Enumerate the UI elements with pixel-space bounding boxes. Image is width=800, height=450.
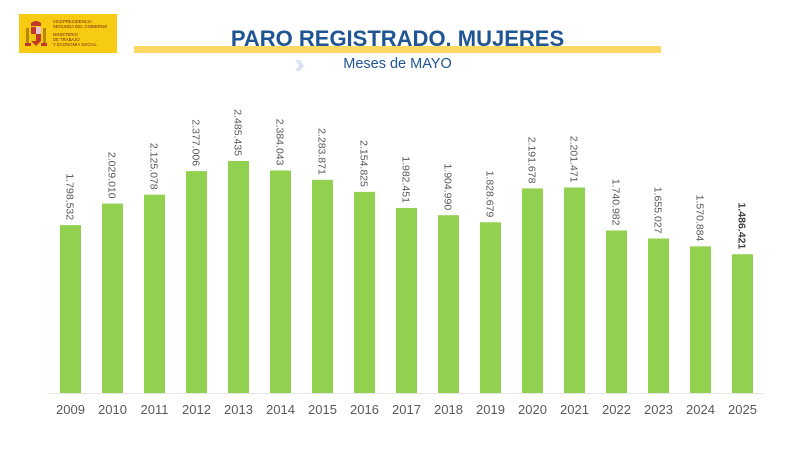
data-label-2020: 2.191.678 xyxy=(526,137,538,184)
bar-2021 xyxy=(564,187,585,393)
data-label-2012: 2.377.006 xyxy=(190,119,202,166)
bar-2013 xyxy=(228,161,249,393)
data-label-2023: 1.655.027 xyxy=(652,187,664,234)
data-label-2021: 2.201.471 xyxy=(568,136,580,183)
x-tick-label-2015: 2015 xyxy=(308,402,337,417)
bar-2014 xyxy=(270,170,291,393)
data-label-2017: 1.982.451 xyxy=(400,156,412,203)
data-label-2019: 1.828.679 xyxy=(484,171,496,218)
data-label-2022: 1.740.982 xyxy=(610,179,622,226)
x-tick-label-2019: 2019 xyxy=(476,402,505,417)
bar-2010 xyxy=(102,203,123,393)
data-label-2011: 2.125.078 xyxy=(148,143,160,190)
bar-2018 xyxy=(438,215,459,393)
x-tick-label-2018: 2018 xyxy=(434,402,463,417)
bar-2024 xyxy=(690,246,711,393)
bar-2017 xyxy=(396,207,417,393)
data-label-2009: 1.798.532 xyxy=(64,173,76,220)
data-label-2014: 2.384.043 xyxy=(274,119,286,166)
bar-2015 xyxy=(312,179,333,393)
coat-of-arms-icon xyxy=(25,21,47,46)
page-subtitle: Meses de MAYO xyxy=(343,56,452,72)
data-label-2010: 2.029.010 xyxy=(106,152,118,199)
x-tick-label-2013: 2013 xyxy=(224,402,253,417)
title-underline-band xyxy=(134,46,661,53)
x-tick-label-2021: 2021 xyxy=(560,402,589,417)
x-tick-label-2010: 2010 xyxy=(98,402,127,417)
page-title: PARO REGISTRADO. MUJERES xyxy=(230,26,565,51)
x-tick-label-2016: 2016 xyxy=(350,402,379,417)
logo-text-ministerio: MINISTERIO DE TRABAJO Y ECONOMÍA SOCIAL xyxy=(53,32,97,47)
bar-2025 xyxy=(732,254,753,393)
x-tick-label-2017: 2017 xyxy=(392,402,421,417)
bar-2009 xyxy=(60,225,81,393)
bar-2023 xyxy=(648,238,669,393)
logo-text-vicepresidencia: VICEPRESIDENCIA SEGUNDA DEL GOBIERNO xyxy=(53,19,108,29)
x-tick-label-2023: 2023 xyxy=(644,402,673,417)
bar-2012 xyxy=(186,171,207,393)
x-tick-label-2012: 2012 xyxy=(182,402,211,417)
data-label-2016: 2.154.825 xyxy=(358,140,370,187)
chevron-right-icon xyxy=(295,60,304,71)
data-label-2024: 1.570.884 xyxy=(694,195,706,242)
bar-2011 xyxy=(144,194,165,393)
data-label-2015: 2.283.871 xyxy=(316,128,328,175)
bar-2019 xyxy=(480,222,501,393)
x-tick-label-2025: 2025 xyxy=(728,402,757,417)
x-tick-label-2011: 2011 xyxy=(141,402,169,417)
x-tick-label-2014: 2014 xyxy=(266,402,295,417)
bar-2022 xyxy=(606,230,627,393)
data-label-2025: 1.486.421 xyxy=(736,203,748,250)
x-tick-label-2009: 2009 xyxy=(56,402,85,417)
x-tick-label-2022: 2022 xyxy=(602,402,631,417)
data-label-2018: 1.904.990 xyxy=(442,163,454,210)
x-tick-label-2024: 2024 xyxy=(686,402,715,417)
bar-2020 xyxy=(522,188,543,393)
data-label-2013: 2.485.435 xyxy=(232,109,244,156)
x-tick-label-2020: 2020 xyxy=(518,402,547,417)
bar-2016 xyxy=(354,191,375,393)
ministry-logo: VICEPRESIDENCIA SEGUNDA DEL GOBIERNO MIN… xyxy=(19,14,117,53)
